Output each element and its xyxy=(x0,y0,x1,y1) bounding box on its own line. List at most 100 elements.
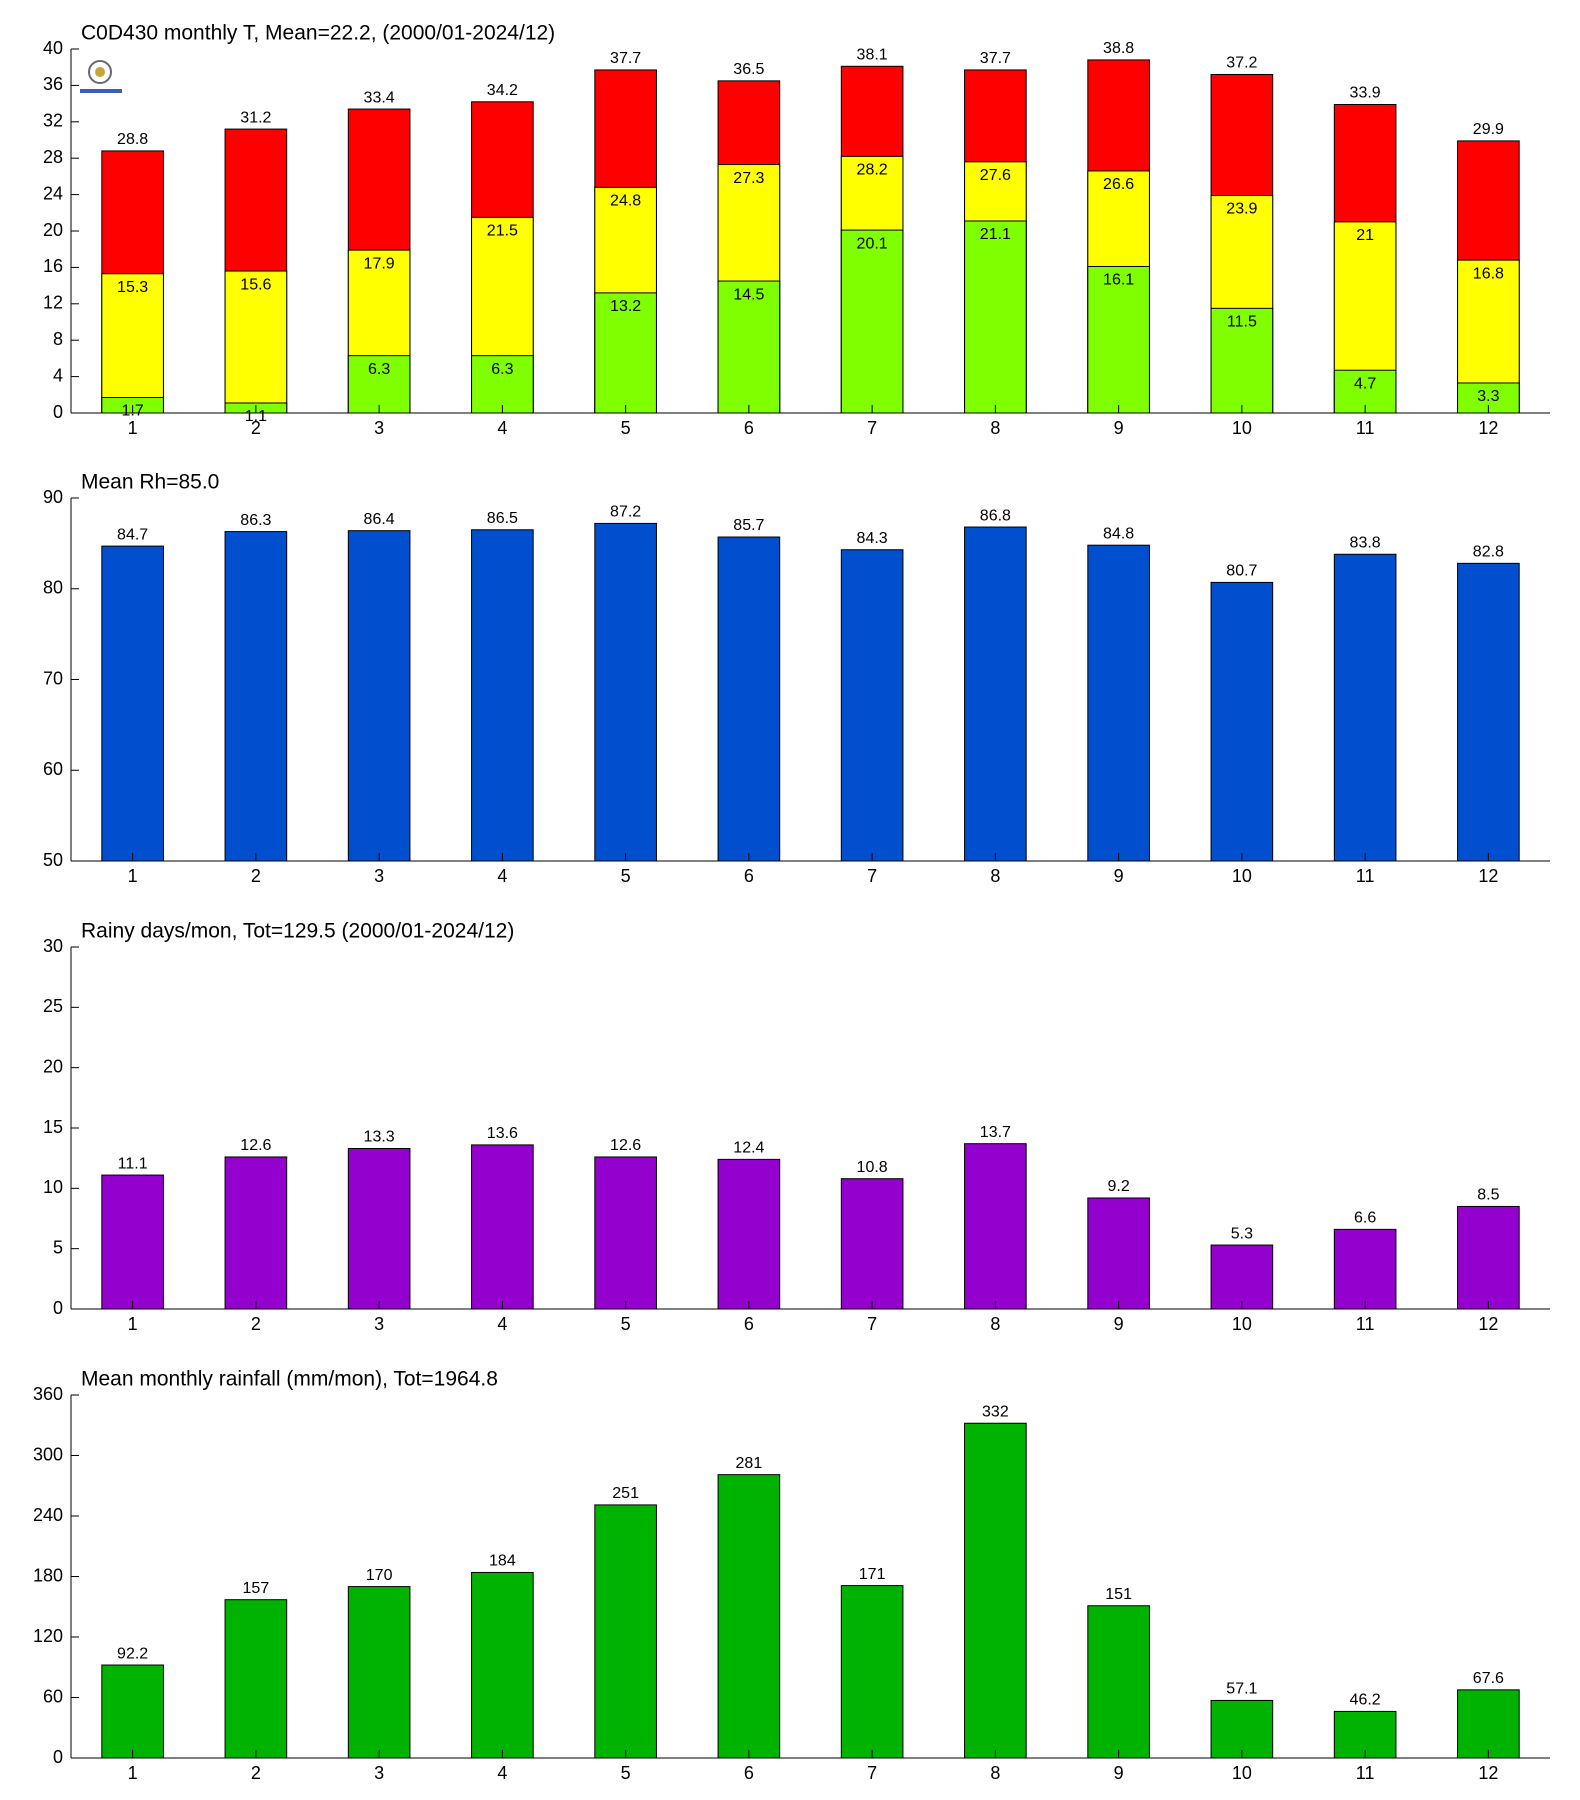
x-tick-label: 8 xyxy=(990,866,1000,886)
bar xyxy=(1333,1228,1397,1310)
bar xyxy=(717,1474,781,1759)
data-label: 12.6 xyxy=(240,1137,271,1154)
x-tick-label: 5 xyxy=(621,418,631,438)
x-tick-label: 6 xyxy=(744,866,754,886)
bar xyxy=(101,1174,164,1310)
y-tick-label: 240 xyxy=(33,1505,63,1525)
data-label: 86.3 xyxy=(240,512,271,529)
y-tick-label: 25 xyxy=(43,996,63,1016)
data-label: 281 xyxy=(736,1455,763,1472)
data-label: 67.6 xyxy=(1473,1670,1504,1687)
data-label: 31.2 xyxy=(240,109,271,126)
data-label: 13.3 xyxy=(364,1129,395,1146)
x-tick-label: 6 xyxy=(744,418,754,438)
data-label: 84.8 xyxy=(1103,525,1134,542)
data-label: 46.2 xyxy=(1350,1692,1381,1709)
y-tick-label: 120 xyxy=(33,1626,63,1646)
y-tick-label: 90 xyxy=(43,487,63,507)
data-label: 23.9 xyxy=(1226,201,1257,218)
x-tick-label: 12 xyxy=(1478,418,1498,438)
x-tick-label: 2 xyxy=(251,418,261,438)
y-tick-label: 28 xyxy=(43,147,63,167)
bar xyxy=(840,1585,904,1759)
data-label: 38.8 xyxy=(1103,40,1134,57)
x-tick-label: 1 xyxy=(128,1763,138,1783)
x-tick-label: 8 xyxy=(990,1763,1000,1783)
data-label: 8.5 xyxy=(1477,1187,1499,1204)
x-tick-label: 1 xyxy=(128,418,138,438)
bar xyxy=(347,1148,411,1310)
x-tick-label: 9 xyxy=(1114,1314,1124,1334)
data-label: 6.3 xyxy=(368,361,390,378)
y-tick-label: 32 xyxy=(43,111,63,131)
x-tick-label: 4 xyxy=(497,1314,507,1334)
data-label: 13.6 xyxy=(487,1125,518,1142)
data-label: 85.7 xyxy=(733,517,764,534)
x-tick-label: 2 xyxy=(251,1314,261,1334)
x-tick-label: 6 xyxy=(744,1314,754,1334)
x-tick-label: 11 xyxy=(1356,866,1375,886)
x-tick-label: 1 xyxy=(128,1314,138,1334)
bar xyxy=(1333,553,1397,862)
y-tick-label: 50 xyxy=(43,850,63,870)
bar xyxy=(964,1143,1027,1310)
data-label: 17.9 xyxy=(364,255,395,272)
x-tick-label: 12 xyxy=(1478,866,1498,886)
x-tick-label: 10 xyxy=(1232,418,1252,438)
data-label: 84.7 xyxy=(117,526,148,543)
x-tick-label: 12 xyxy=(1478,1314,1498,1334)
bar xyxy=(347,355,411,414)
bar xyxy=(471,1144,534,1310)
x-tick-label: 3 xyxy=(374,1763,384,1783)
data-label: 16.1 xyxy=(1103,272,1134,289)
y-tick-label: 80 xyxy=(43,578,63,598)
bar xyxy=(347,1586,411,1759)
data-label: 28.8 xyxy=(117,131,148,148)
data-label: 13.7 xyxy=(980,1124,1011,1141)
x-tick-label: 11 xyxy=(1356,1314,1375,1334)
x-tick-label: 10 xyxy=(1232,866,1252,886)
bar xyxy=(471,1571,534,1759)
data-label: 170 xyxy=(366,1567,393,1584)
x-tick-label: 12 xyxy=(1478,1763,1498,1783)
logo xyxy=(80,60,122,93)
y-tick-label: 360 xyxy=(33,1384,63,1404)
y-tick-label: 12 xyxy=(43,293,63,313)
chart-title: C0D430 monthly T, Mean=22.2, (2000/01-20… xyxy=(81,22,555,45)
data-label: 1.1 xyxy=(245,408,267,425)
data-label: 92.2 xyxy=(117,1645,148,1662)
y-tick-label: 10 xyxy=(43,1177,63,1197)
data-label: 14.5 xyxy=(733,286,764,303)
x-tick-label: 3 xyxy=(374,418,384,438)
data-label: 151 xyxy=(1105,1586,1132,1603)
data-label: 38.1 xyxy=(857,47,888,64)
data-label: 332 xyxy=(982,1403,1009,1420)
bar xyxy=(840,229,904,414)
bar xyxy=(1210,1244,1274,1310)
data-label: 28.2 xyxy=(857,162,888,179)
data-label: 3.3 xyxy=(1477,388,1499,405)
y-tick-label: 60 xyxy=(43,759,63,779)
x-tick-label: 4 xyxy=(497,418,507,438)
data-label: 11.5 xyxy=(1227,314,1257,331)
y-tick-label: 180 xyxy=(33,1565,63,1585)
x-tick-label: 4 xyxy=(497,1763,507,1783)
data-label: 13.2 xyxy=(610,298,641,315)
data-label: 37.7 xyxy=(610,50,641,67)
x-tick-label: 7 xyxy=(867,418,877,438)
chart-title: Mean Rh=85.0 xyxy=(81,471,219,494)
data-label: 29.9 xyxy=(1473,121,1504,138)
data-label: 6.6 xyxy=(1354,1210,1376,1227)
data-label: 171 xyxy=(859,1566,886,1583)
data-label: 4.7 xyxy=(1354,375,1376,392)
x-tick-label: 8 xyxy=(990,1314,1000,1334)
x-tick-label: 2 xyxy=(251,866,261,886)
bar xyxy=(594,292,657,414)
y-tick-label: 0 xyxy=(53,1298,63,1318)
bar xyxy=(224,1599,288,1759)
bar xyxy=(471,529,534,862)
x-tick-label: 11 xyxy=(1356,1763,1375,1783)
data-label: 21.5 xyxy=(487,223,518,240)
y-tick-label: 70 xyxy=(43,668,63,688)
